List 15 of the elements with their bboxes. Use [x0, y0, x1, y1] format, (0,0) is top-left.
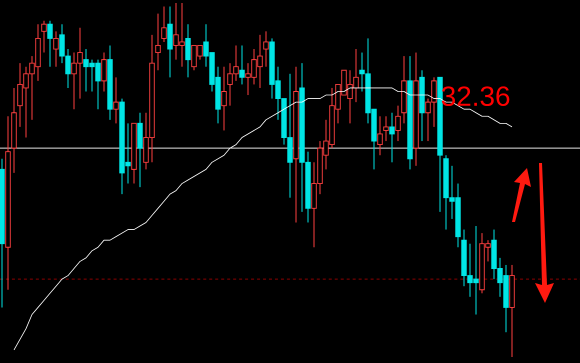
candlestick: [113, 76, 119, 124]
candlestick: [383, 116, 389, 142]
candlestick: [155, 13, 161, 71]
candlestick: [221, 66, 227, 131]
candlestick: [161, 6, 167, 42]
candlestick: [53, 30, 59, 68]
candlestick: [377, 116, 383, 156]
candlestick: [41, 20, 47, 54]
candlestick: [185, 24, 191, 78]
candlestick: [395, 105, 401, 142]
candlestick: [47, 20, 53, 68]
candlestick: [263, 30, 269, 68]
candlestick: [101, 52, 107, 92]
candlestick: [239, 44, 245, 85]
candlestick: [389, 112, 395, 163]
